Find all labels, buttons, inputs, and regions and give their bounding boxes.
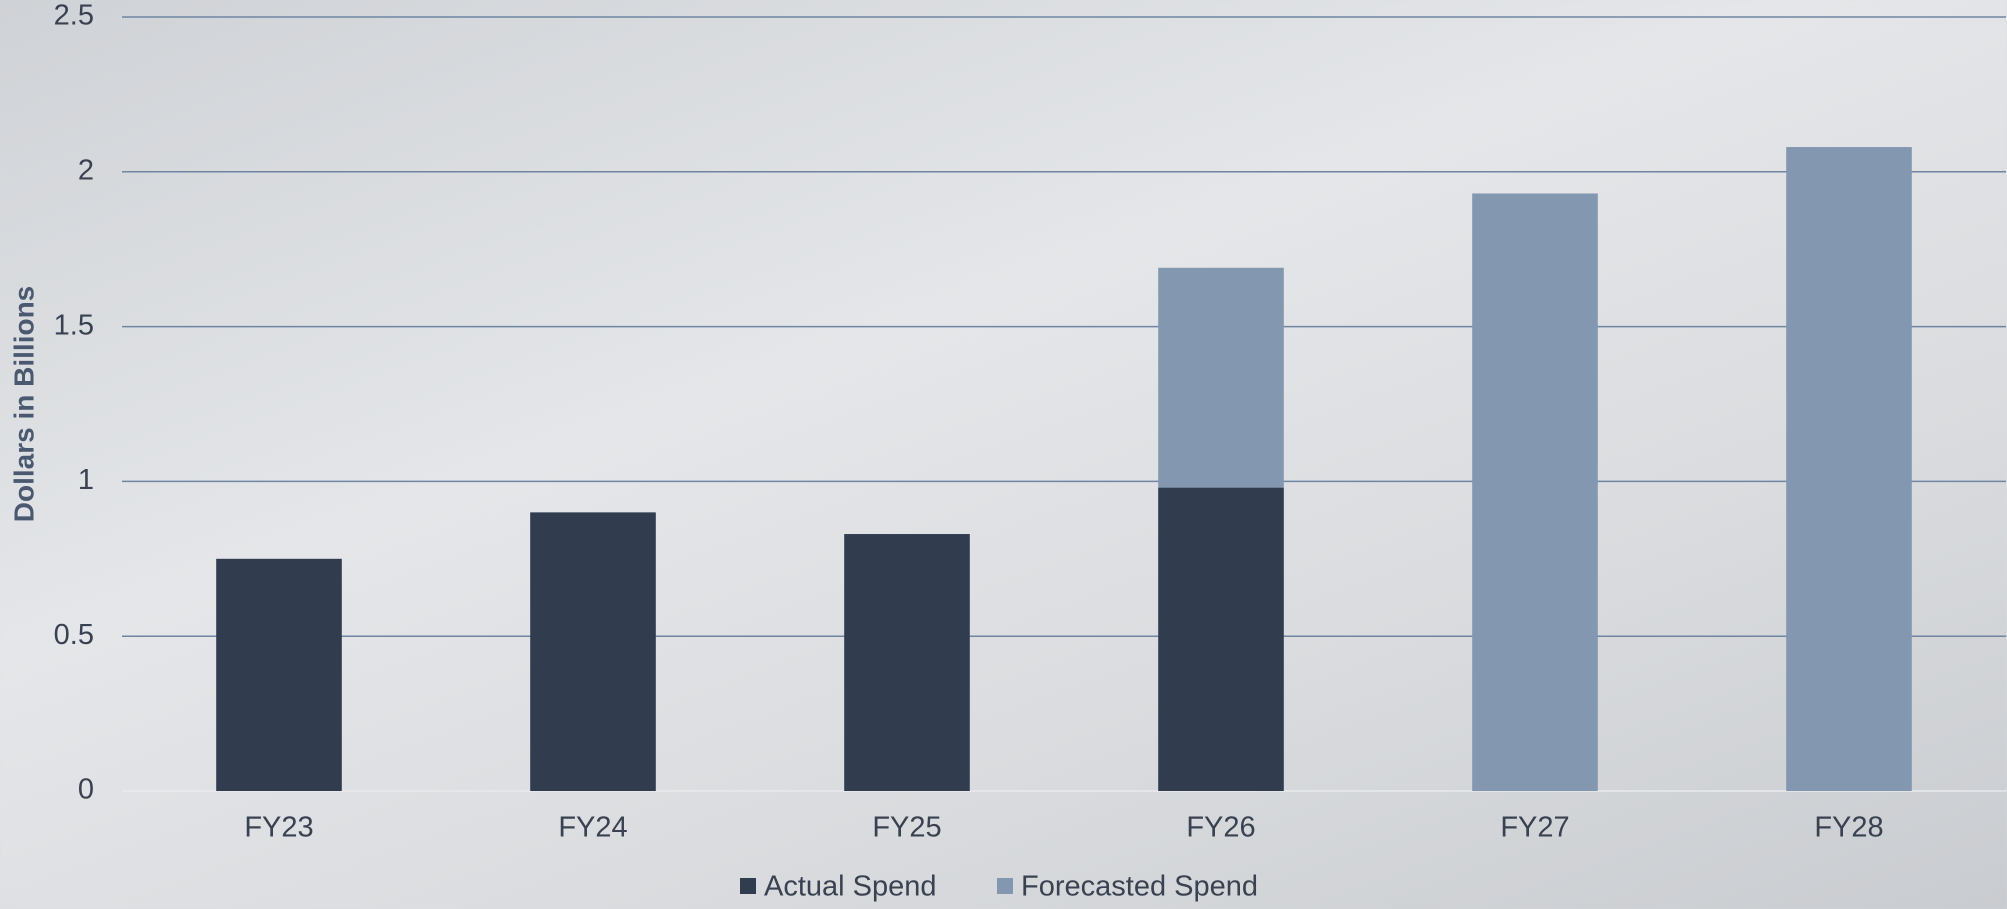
y-tick-label: 1.5 bbox=[54, 309, 94, 341]
bar bbox=[1472, 193, 1598, 791]
legend-label: Forecasted Spend bbox=[1021, 871, 1258, 903]
bar bbox=[216, 559, 342, 791]
y-tick-label: 2 bbox=[78, 154, 94, 186]
bar bbox=[844, 534, 970, 791]
x-tick-label: FY23 bbox=[244, 812, 313, 844]
chart: Dollars in Billions 0 0.5 1 1.5 2 2.5 FY23 FY24… bbox=[0, 0, 2007, 909]
y-axis-title: Dollars in Billions bbox=[8, 286, 39, 522]
x-tick-label: FY26 bbox=[1186, 812, 1255, 844]
x-tick-label: FY25 bbox=[872, 812, 941, 844]
bar bbox=[1158, 488, 1284, 791]
x-tick-label: FY27 bbox=[1500, 812, 1569, 844]
legend-label: Actual Spend bbox=[764, 871, 937, 903]
y-tick-label: 0.5 bbox=[54, 619, 94, 651]
bar bbox=[1786, 147, 1912, 791]
y-tick-label: 0 bbox=[78, 774, 94, 806]
legend-swatch bbox=[740, 878, 756, 894]
legend-swatch bbox=[997, 878, 1013, 894]
y-tick-label: 1 bbox=[78, 464, 94, 496]
bar bbox=[530, 512, 656, 791]
bar bbox=[1158, 268, 1284, 488]
y-tick-label: 2.5 bbox=[54, 0, 94, 32]
x-tick-label: FY24 bbox=[558, 812, 627, 844]
x-tick-label: FY28 bbox=[1814, 812, 1883, 844]
